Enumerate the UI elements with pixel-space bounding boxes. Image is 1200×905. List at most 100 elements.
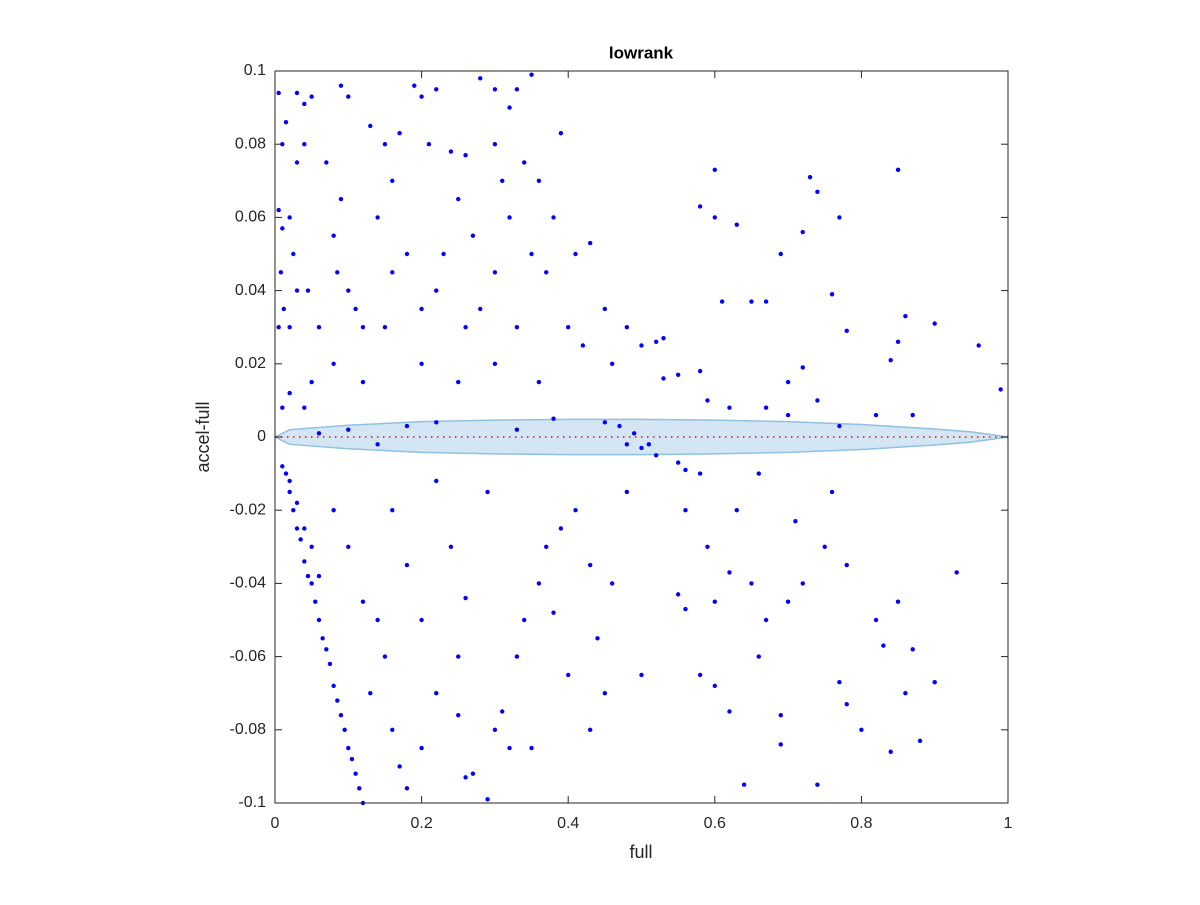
data-point (335, 270, 340, 275)
data-point (793, 518, 798, 524)
data-point (903, 691, 908, 696)
data-point (697, 368, 703, 374)
data-point (800, 581, 805, 586)
data-point (624, 489, 630, 495)
data-point (566, 672, 571, 678)
data-point (551, 610, 556, 615)
data-point (778, 742, 783, 747)
data-point (346, 427, 351, 432)
data-point (763, 617, 769, 623)
data-point (353, 771, 358, 776)
data-point (360, 379, 366, 385)
data-point (309, 581, 314, 586)
y-tick-label: 0.02 (235, 355, 266, 372)
data-point (624, 325, 630, 330)
data-point (338, 712, 344, 718)
data-point (881, 643, 886, 648)
data-point (800, 365, 805, 370)
data-point (382, 325, 388, 330)
data-point (837, 423, 842, 429)
data-point (309, 94, 314, 99)
data-point (888, 749, 893, 754)
data-point (291, 251, 296, 257)
data-point (302, 101, 307, 107)
data-point (397, 764, 402, 769)
data-point (463, 152, 468, 158)
data-point (895, 167, 901, 173)
data-point (602, 420, 608, 425)
data-point (727, 709, 732, 714)
data-point (514, 654, 520, 659)
data-point (404, 251, 410, 257)
y-axis-label: accel-full (193, 401, 213, 472)
data-point (287, 489, 292, 495)
data-point (617, 423, 622, 429)
data-point (895, 599, 901, 604)
data-point (368, 691, 373, 696)
data-point (712, 599, 717, 604)
data-point (954, 570, 959, 575)
data-point (712, 167, 717, 173)
data-point (434, 691, 439, 696)
data-point (785, 599, 791, 604)
data-point (544, 270, 549, 275)
data-point (763, 299, 769, 304)
data-point (382, 142, 388, 147)
data-point (419, 306, 424, 312)
data-point (426, 142, 432, 147)
data-point (305, 288, 311, 293)
data-point (448, 149, 454, 154)
data-point (536, 379, 542, 385)
data-point (353, 306, 358, 312)
data-point (346, 745, 351, 751)
data-point (529, 251, 534, 257)
data-point (683, 508, 688, 513)
data-point (587, 727, 593, 732)
data-point (456, 379, 461, 385)
data-point (536, 581, 542, 586)
data-point (419, 361, 424, 366)
data-point (573, 251, 578, 257)
data-point (697, 471, 703, 476)
data-point (294, 500, 300, 506)
data-point (434, 87, 439, 92)
data-point (932, 680, 937, 685)
data-point (346, 288, 351, 293)
data-point (785, 379, 791, 385)
data-point (281, 306, 286, 312)
data-point (280, 464, 285, 469)
data-point (932, 321, 937, 326)
data-point (456, 654, 461, 659)
data-point (287, 215, 292, 220)
data-point (631, 431, 637, 436)
data-point (895, 339, 901, 345)
data-point (837, 215, 842, 220)
y-tick-label: -0.1 (238, 794, 266, 811)
data-point (544, 544, 549, 549)
x-axis-label: full (629, 842, 652, 862)
data-point (294, 526, 300, 531)
data-point (470, 771, 476, 776)
data-point (382, 654, 388, 659)
data-point (778, 251, 783, 257)
data-point (888, 357, 893, 363)
data-point (558, 131, 564, 136)
data-point (294, 90, 300, 96)
data-point (390, 508, 395, 513)
data-point (807, 174, 813, 180)
data-point (514, 427, 520, 432)
data-point (507, 105, 512, 110)
data-point (346, 94, 351, 99)
data-point (727, 570, 732, 575)
band-edge (274, 418, 1009, 438)
data-point (536, 178, 542, 183)
data-point (441, 251, 446, 257)
data-point (276, 207, 281, 213)
data-point (390, 727, 395, 732)
x-tick-label: 0.6 (704, 815, 726, 832)
data-point (276, 325, 281, 330)
y-tick-label: 0.1 (244, 62, 266, 79)
data-point (873, 412, 879, 418)
data-point (280, 142, 285, 147)
data-point (448, 544, 454, 549)
